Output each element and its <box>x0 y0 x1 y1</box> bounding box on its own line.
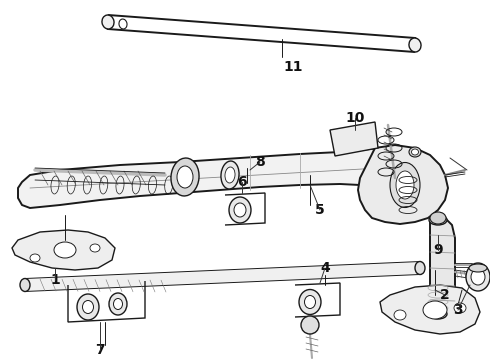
Ellipse shape <box>429 215 447 225</box>
Ellipse shape <box>304 296 316 309</box>
Ellipse shape <box>396 171 414 199</box>
Text: 1: 1 <box>50 273 60 287</box>
Ellipse shape <box>471 269 485 285</box>
Ellipse shape <box>177 166 193 188</box>
Ellipse shape <box>171 158 199 196</box>
Ellipse shape <box>234 203 246 217</box>
Ellipse shape <box>229 197 251 223</box>
Ellipse shape <box>394 310 406 320</box>
Polygon shape <box>18 148 430 208</box>
Text: 8: 8 <box>255 155 265 169</box>
Polygon shape <box>358 145 448 224</box>
Ellipse shape <box>415 261 425 274</box>
Ellipse shape <box>114 298 122 310</box>
Ellipse shape <box>412 149 418 155</box>
Ellipse shape <box>430 212 446 224</box>
Ellipse shape <box>102 15 114 29</box>
Ellipse shape <box>54 242 76 258</box>
Text: 10: 10 <box>345 111 365 125</box>
Text: 3: 3 <box>453 303 463 317</box>
Ellipse shape <box>20 279 30 292</box>
Polygon shape <box>330 122 378 156</box>
Text: 4: 4 <box>320 261 330 275</box>
Ellipse shape <box>409 38 421 52</box>
Text: 6: 6 <box>237 175 247 189</box>
Text: 11: 11 <box>284 59 303 73</box>
Ellipse shape <box>30 254 40 262</box>
Text: 2: 2 <box>440 288 450 302</box>
Polygon shape <box>25 262 420 291</box>
Ellipse shape <box>466 263 490 291</box>
Text: 5: 5 <box>315 203 325 217</box>
Polygon shape <box>12 230 115 270</box>
Ellipse shape <box>301 316 319 334</box>
Ellipse shape <box>176 164 194 192</box>
Ellipse shape <box>221 161 239 189</box>
Ellipse shape <box>429 309 447 319</box>
Ellipse shape <box>469 264 487 272</box>
Ellipse shape <box>119 19 127 29</box>
Ellipse shape <box>390 162 420 207</box>
Ellipse shape <box>299 289 321 315</box>
Ellipse shape <box>225 167 235 183</box>
Ellipse shape <box>90 244 100 252</box>
Ellipse shape <box>454 303 466 313</box>
Polygon shape <box>430 218 455 315</box>
Text: 9: 9 <box>433 243 443 257</box>
Ellipse shape <box>409 147 421 157</box>
Ellipse shape <box>109 293 127 315</box>
Ellipse shape <box>180 170 190 186</box>
Polygon shape <box>380 285 480 334</box>
Ellipse shape <box>82 301 94 314</box>
Ellipse shape <box>77 294 99 320</box>
Text: 7: 7 <box>95 343 105 357</box>
Ellipse shape <box>423 301 447 319</box>
